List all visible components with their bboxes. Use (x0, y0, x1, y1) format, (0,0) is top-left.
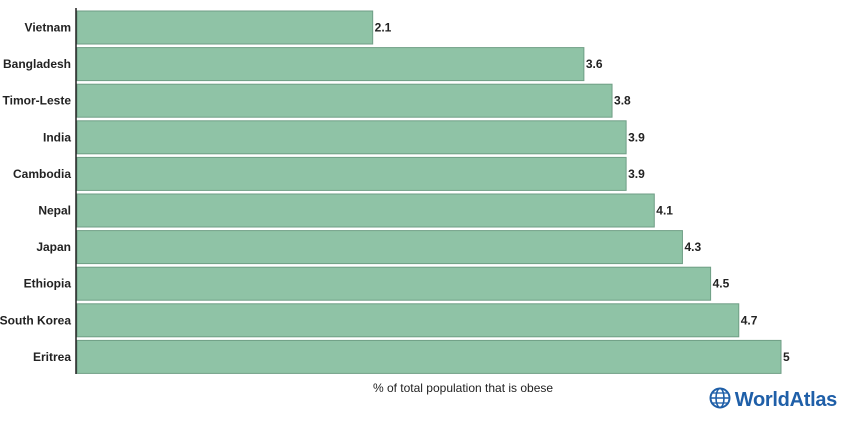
data-label: 3.6 (586, 57, 603, 71)
category-label: Bangladesh (3, 57, 71, 71)
data-label: 4.3 (684, 240, 701, 254)
bars-group (76, 10, 782, 374)
category-label: South Korea (0, 313, 71, 327)
bar (76, 303, 740, 338)
category-label: India (43, 130, 71, 144)
x-axis-title: % of total population that is obese (373, 381, 553, 395)
data-label: 3.9 (628, 167, 645, 181)
bar (76, 10, 374, 45)
bar (76, 230, 683, 265)
data-label: 3.8 (614, 94, 631, 108)
bar (76, 266, 712, 301)
data-label: 4.7 (741, 313, 758, 327)
category-label: Japan (36, 240, 71, 254)
data-label: 5 (783, 350, 790, 364)
brand-name: WorldAtlas (734, 389, 838, 411)
bar (76, 83, 613, 118)
category-label: Nepal (38, 204, 71, 218)
category-label: Vietnam (25, 21, 71, 35)
bar (76, 156, 627, 191)
data-label: 4.1 (656, 204, 673, 218)
category-label: Ethiopia (24, 277, 72, 291)
data-label: 4.5 (713, 277, 730, 291)
category-label: Eritrea (33, 350, 71, 364)
bar (76, 47, 585, 82)
bar (76, 339, 782, 374)
value-labels: 2.1 3.6 3.8 3.9 3.9 4.1 4.3 4.5 4.7 5 (375, 21, 790, 364)
category-labels: Vietnam Bangladesh Timor-Leste India Cambodi… (0, 21, 71, 364)
category-label: Timor-Leste (3, 94, 72, 108)
data-label: 2.1 (375, 21, 392, 35)
bar (76, 193, 655, 228)
category-label: Cambodia (13, 167, 71, 181)
data-label: 3.9 (628, 130, 645, 144)
brand-logo: WorldAtlas (709, 387, 837, 414)
bar (76, 120, 627, 155)
globe-icon (709, 387, 731, 414)
